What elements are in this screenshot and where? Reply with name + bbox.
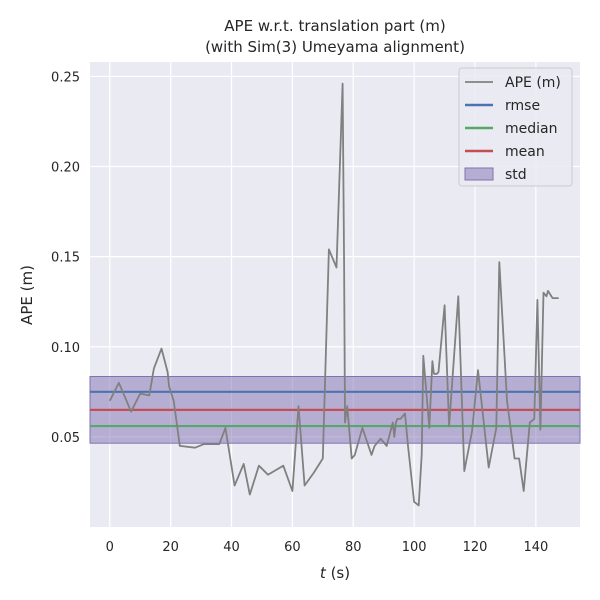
legend: APE (m) rmse median mean std — [458, 67, 573, 187]
chart-title-line-2: (with Sim(3) Umeyama alignment) — [205, 38, 465, 56]
legend-label-mean: mean — [505, 144, 545, 160]
y-tick-labels: 0.05 0.10 0.15 0.20 0.25 — [51, 70, 80, 445]
legend-swatch-std — [464, 167, 494, 181]
x-tick-label-1: 20 — [162, 540, 179, 555]
y-tick-label-3: 0.20 — [51, 161, 80, 176]
y-tick-label-4: 0.25 — [51, 70, 80, 85]
x-axis-unit: (s) — [326, 564, 350, 582]
ape-series-line-0 — [108, 82, 559, 507]
legend-box — [458, 67, 573, 187]
y-tick-label-1: 0.10 — [51, 341, 80, 356]
legend-label-median: median — [505, 121, 557, 137]
legend-label-rmse: rmse — [505, 98, 540, 114]
x-axis-label: t (s) — [320, 564, 350, 582]
legend-label-std: std — [505, 167, 527, 183]
x-tick-label-4: 80 — [345, 540, 362, 555]
x-tick-label-6: 120 — [463, 540, 488, 555]
series-layer — [108, 82, 559, 507]
x-tick-label-5: 100 — [402, 540, 427, 555]
x-tick-label-3: 60 — [284, 540, 301, 555]
y-tick-label-0: 0.05 — [51, 431, 80, 446]
x-axis-var: t — [320, 564, 327, 582]
chart-title-line-1: APE w.r.t. translation part (m) — [224, 17, 445, 35]
x-tick-label-7: 140 — [523, 540, 548, 555]
y-axis-label: APE (m) — [18, 265, 36, 325]
y-tick-label-2: 0.15 — [51, 251, 80, 266]
legend-label-ape: APE (m) — [505, 75, 561, 91]
x-tick-labels: 0 20 40 60 80 100 120 140 — [106, 540, 549, 555]
x-tick-label-0: 0 — [106, 540, 114, 555]
x-tick-label-2: 40 — [223, 540, 240, 555]
